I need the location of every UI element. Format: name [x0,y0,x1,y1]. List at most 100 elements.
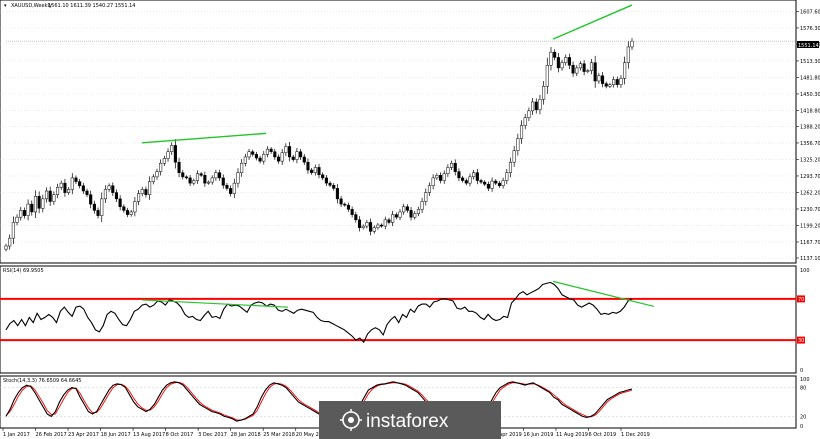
candle-body [236,172,240,184]
candle-body [133,201,137,213]
candle-body [442,173,446,181]
candle-body [516,138,520,151]
stoch-axis: 100 80 20 0 [800,377,810,430]
candle-body [615,79,619,85]
current-price-label: 1551.14 [798,43,819,49]
price-tick-label: 1513.30 [800,59,820,65]
price-panel[interactable] [0,0,797,264]
candle-body [335,188,339,200]
candle-body [630,40,634,48]
candle-body [438,175,443,181]
candle-body [376,224,380,228]
candle-body [372,227,376,232]
candle-body [247,151,251,158]
candle-body [155,171,159,178]
candle-body [232,182,236,194]
candle-body [114,192,119,200]
candle-body [402,206,406,213]
candle-body [159,162,163,172]
candle-body [125,210,130,215]
candle-body [387,219,391,223]
candle-body [365,222,369,227]
candle-body [221,177,225,186]
watermark-brand: instaforex [366,411,449,432]
candle-body [251,151,255,155]
watermark: instaforex [319,401,501,439]
candle-body [92,203,96,211]
candle-body [486,183,490,189]
price-tick-label: 1356.70 [800,141,820,147]
candle-body [122,206,126,211]
rsi-divergence-trendline [552,280,655,307]
candle-body [475,172,479,181]
candle-body [30,203,34,213]
candle-body [111,185,115,193]
candle-body [188,177,192,184]
candle-body [578,63,582,69]
price-tick-label: 1576.30 [800,26,820,32]
rsi-axis: 100 70 30 0 [797,268,810,374]
candle-body [218,172,222,179]
price-panel-header-icon: ▾ [4,3,7,9]
candle-body [181,172,185,178]
price-divergence-trendline [552,4,633,40]
time-tick-label: 1 Dec 2019 [621,432,650,438]
candle-body [162,158,166,164]
time-tick-label: 23 Apr 2017 [68,432,99,438]
time-tick-label: 21 Apr 2019 [491,432,522,438]
candle-body [103,189,107,200]
candle-body [284,146,288,154]
time-tick-label: 11 Aug 2019 [556,432,588,438]
current-price-tag [797,41,819,48]
candle-body [519,125,524,139]
price-tick-label: 1230.70 [800,207,820,213]
time-tick-label: 13 Aug 2017 [133,432,165,438]
candle-body [619,78,623,85]
candle-body [258,157,262,162]
candle-body [453,162,457,172]
time-tick-label: 6 Oct 2019 [588,432,616,438]
candle-body [184,176,188,179]
candle-body [118,198,122,207]
candle-body [22,210,26,216]
candle-body [357,219,362,228]
candle-body [280,152,284,162]
candle-body [195,173,200,181]
candle-body [571,65,575,74]
price-axis: 1607.601576.301545.451513.301481.801450.… [796,10,820,262]
candle-body [206,181,211,184]
candle-body [41,198,45,209]
rsi-levels [0,297,796,342]
candle-body [608,84,612,87]
candle-body [26,203,30,216]
price-tick-label: 1167.70 [800,240,820,246]
candle-body [33,195,38,213]
candle-body [37,195,41,209]
rsi-level-tag [797,295,805,303]
candle-body [44,190,49,200]
candle-body [203,175,207,184]
rsi-panel[interactable] [0,265,797,374]
candle-body [427,185,432,193]
chart-ohlc: 1561.10 1611.39 1540.27 1551.14 [48,3,135,9]
candle-body [490,180,494,189]
candle-body [446,167,450,174]
candle-body [483,181,487,185]
candle-body [166,151,170,159]
candle-body [210,177,214,183]
candle-body [512,150,516,163]
candle-body [464,180,468,184]
candle-body [354,214,358,221]
candle-body [67,189,71,193]
candle-body [523,117,527,126]
candle-body [70,177,74,190]
candle-body [48,190,52,202]
candle-body [339,198,343,205]
candle-body [89,194,93,205]
candle-body [129,211,133,215]
candle-body [508,161,513,173]
price-trendlines [141,4,633,144]
candle-body [383,219,387,227]
time-tick-label: 26 Feb 2017 [36,432,67,438]
